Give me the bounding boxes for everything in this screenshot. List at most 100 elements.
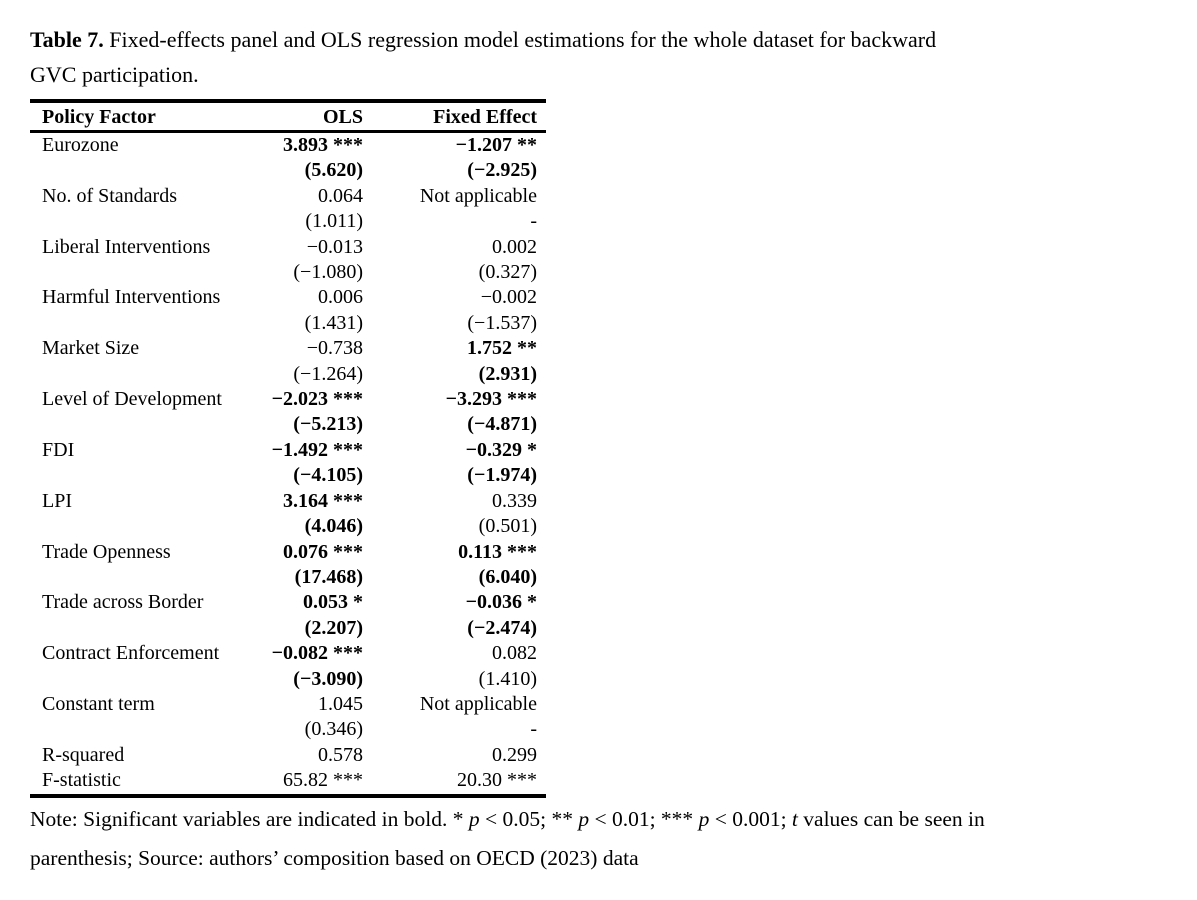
fixed-effect-value-cell: 0.113 *** [458,540,537,563]
fixed-effect-stat-cell: 20.30 *** [457,769,537,792]
regression-table: Policy Factor OLS Fixed Effect Eurozone 3… [30,99,546,798]
tvalue-row: (0.346) - [30,717,546,742]
fixed-effect-tvalue-cell: (0.327) [478,261,537,284]
caption-line-1: Table 7. Fixed-effects panel and OLS reg… [30,22,1175,57]
ols-value-cell: −1.492 *** [271,438,363,461]
fixed-effect-tvalue-cell: (−1.537) [467,311,537,334]
empty-cell [30,717,245,742]
tvalue-row: (4.046) (0.501) [30,514,546,539]
tvalue-row: (−1.264) (2.931) [30,362,546,387]
ols-value-cell: −0.082 *** [271,642,363,665]
tvalue-row: (−5.213) (−4.871) [30,412,546,437]
ols-value-cell: −0.738 [306,337,363,360]
fixed-effect-tvalue-cell: (1.410) [478,667,537,690]
col-header-policy-factor: Policy Factor [30,101,245,133]
empty-cell [30,616,245,641]
policy-factor-cell: Contract Enforcement [42,642,220,665]
coefficient-row: No. of Standards 0.064 Not applicable [30,184,546,209]
fixed-effect-tvalue-cell: (0.501) [478,515,537,538]
fixed-effect-tvalue-cell: (−4.871) [467,413,537,436]
tvalue-row: (1.011) - [30,209,546,234]
policy-factor-cell: Market Size [42,337,140,360]
tvalue-row: (−3.090) (1.410) [30,667,546,692]
col-header-fixed-effect: Fixed Effect [363,101,546,133]
coefficient-row: Trade across Border 0.053 * −0.036 * [30,590,546,615]
fixed-effect-value-cell: 0.339 [492,489,537,512]
ols-tvalue-cell: (0.346) [304,718,363,741]
policy-factor-cell: Trade across Border [42,591,204,614]
ols-tvalue-cell: (−1.264) [293,362,363,385]
fixed-effect-value-cell: −0.002 [480,286,537,309]
italic-term: p [578,806,590,831]
fixed-effect-tvalue-cell: (−2.925) [467,159,537,182]
ols-tvalue-cell: (−1.080) [293,261,363,284]
ols-value-cell: 3.893 *** [283,134,363,156]
tvalue-row: (−4.105) (−1.974) [30,463,546,488]
ols-tvalue-cell: (5.620) [304,159,363,182]
italic-term: p [698,806,710,831]
page: Table 7. Fixed-effects panel and OLS reg… [30,22,1175,878]
fixed-effect-value-cell: −0.329 * [465,438,537,461]
tvalue-row: (−1.080) (0.327) [30,260,546,285]
ols-tvalue-cell: (1.431) [304,311,363,334]
fixed-effect-value-cell: 0.082 [492,642,537,665]
stat-row: F-statistic 65.82 *** 20.30 *** [30,768,546,795]
policy-factor-cell: Trade Openness [42,540,171,563]
ols-value-cell: 0.064 [318,184,363,207]
policy-factor-cell: LPI [42,489,72,512]
ols-stat-cell: 0.578 [318,743,363,766]
coefficient-row: Level of Development −2.023 *** −3.293 *** [30,387,546,412]
coefficient-row: Contract Enforcement −0.082 *** 0.082 [30,641,546,666]
policy-factor-cell: No. of Standards [42,184,177,207]
tvalue-row: (1.431) (−1.537) [30,311,546,336]
caption-text: Fixed-effects panel and OLS regression m… [103,27,937,52]
stat-label-cell: R-squared [42,743,125,766]
empty-cell [30,209,245,234]
ols-tvalue-cell: (17.468) [294,565,363,588]
ols-value-cell: 0.076 *** [283,540,363,563]
note-line: parenthesis; Source: authors’ compositio… [30,845,639,870]
empty-cell [30,362,245,387]
note-line: Note: Significant variables are indicate… [30,806,985,831]
ols-tvalue-cell: (2.207) [304,616,363,639]
policy-factor-cell: Harmful Interventions [42,286,221,309]
fixed-effect-tvalue-cell: (6.040) [478,565,537,588]
ols-tvalue-cell: (−4.105) [293,464,363,487]
caption-label: Table 7. [30,27,104,52]
fixed-effect-tvalue-cell: (−2.474) [467,616,537,639]
tvalue-row: (17.468) (6.040) [30,565,546,590]
policy-factor-cell: Level of Development [42,388,222,411]
ols-tvalue-cell: (−3.090) [293,667,363,690]
ols-tvalue-cell: (4.046) [304,515,363,538]
stat-row: R-squared 0.578 0.299 [30,743,546,768]
table-caption: Table 7. Fixed-effects panel and OLS reg… [30,22,1175,92]
ols-stat-cell: 65.82 *** [283,769,363,792]
empty-cell [30,514,245,539]
stat-label-cell: F-statistic [42,769,121,792]
fixed-effect-value-cell: −0.036 * [465,591,537,614]
ols-tvalue-cell: (−5.213) [293,413,363,436]
empty-cell [30,463,245,488]
ols-tvalue-cell: (1.011) [305,210,363,233]
coefficient-row: LPI 3.164 *** 0.339 [30,489,546,514]
coefficient-row: Market Size −0.738 1.752 ** [30,336,546,361]
fixed-effect-value-cell: Not applicable [419,692,537,715]
ols-value-cell: 0.053 * [303,591,363,614]
ols-value-cell: 0.006 [318,286,363,309]
coefficient-row: Liberal Interventions −0.013 0.002 [30,235,546,260]
ols-value-cell: −2.023 *** [271,388,363,411]
fixed-effect-value-cell: −1.207 ** [455,134,537,156]
tvalue-row: (5.620) (−2.925) [30,158,546,183]
fixed-effect-tvalue-cell: - [530,210,537,233]
empty-cell [30,565,245,590]
tvalue-row: (2.207) (−2.474) [30,616,546,641]
table-note: Note: Significant variables are indicate… [30,800,1175,878]
policy-factor-cell: Liberal Interventions [42,235,211,258]
policy-factor-cell: Eurozone [42,134,119,156]
coefficient-row: Eurozone 3.893 *** −1.207 ** [30,132,546,159]
empty-cell [30,158,245,183]
policy-factor-cell: FDI [42,438,75,461]
coefficient-row: FDI −1.492 *** −0.329 * [30,438,546,463]
empty-cell [30,311,245,336]
fixed-effect-value-cell: Not applicable [419,184,537,207]
